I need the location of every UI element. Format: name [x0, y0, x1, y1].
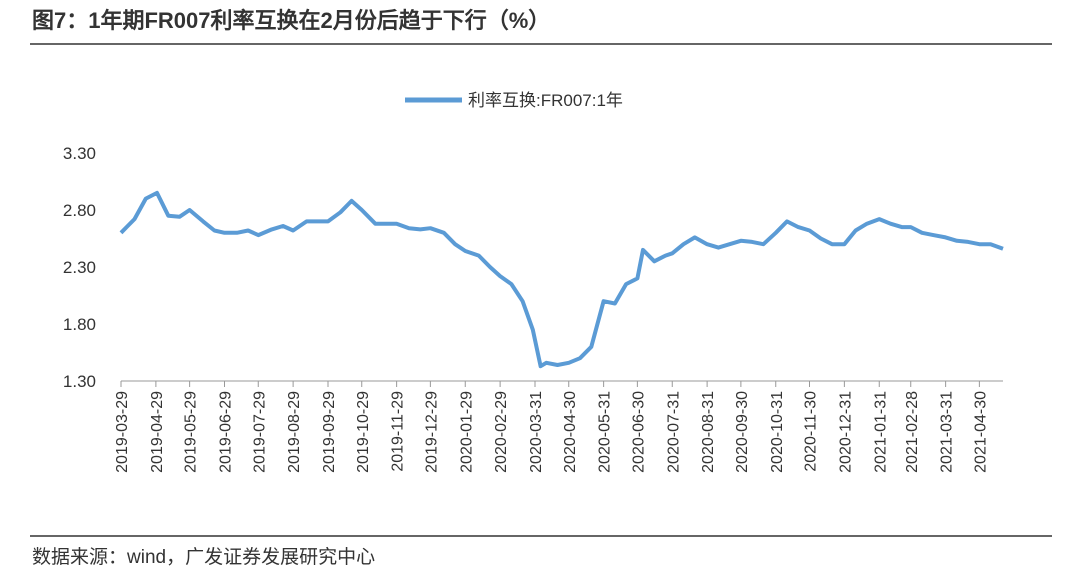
x-tick-label: 2020-03-31 [528, 391, 545, 473]
x-tick-label: 2020-10-31 [769, 391, 786, 473]
x-tick-label: 2020-07-31 [665, 391, 682, 473]
x-tick-label: 2021-03-31 [939, 391, 956, 473]
x-tick-label: 2019-08-29 [286, 391, 303, 473]
x-tick-label: 2020-04-30 [562, 391, 579, 473]
x-tick-label: 2021-01-31 [872, 391, 889, 473]
x-tick-label: 2020-12-31 [837, 391, 854, 473]
x-tick-label: 2021-04-30 [972, 391, 989, 473]
x-tick-label: 2019-03-29 [114, 391, 131, 473]
x-tick-label: 2019-05-29 [183, 391, 200, 473]
x-tick-label: 2020-05-31 [597, 391, 614, 473]
x-tick-label: 2019-09-29 [321, 391, 338, 473]
line-series [119, 190, 1004, 369]
y-tick-label: 1.30 [63, 372, 96, 391]
x-tick-label: 2020-11-30 [803, 391, 820, 472]
y-tick-label: 1.80 [63, 315, 96, 334]
x-tick-label: 2019-04-29 [149, 391, 166, 473]
y-tick-label: 2.30 [63, 258, 96, 277]
x-tick-label: 2020-02-29 [493, 391, 510, 473]
chart-title: 图7：1年期FR007利率互换在2月份后趋于下行（%） [32, 8, 550, 33]
y-tick-label: 3.30 [63, 144, 96, 163]
x-tick-label: 2019-12-29 [423, 391, 440, 473]
x-tick-label: 2019-11-29 [390, 391, 407, 472]
x-tick-label: 2020-01-29 [458, 391, 475, 473]
legend-label: 利率互换:FR007:1年 [468, 91, 623, 110]
x-tick-label: 2020-06-30 [630, 391, 647, 473]
x-tick-label: 2019-07-29 [251, 391, 268, 473]
x-tick-label: 2021-02-28 [904, 391, 921, 473]
x-tick-label: 2019-10-29 [355, 391, 372, 473]
y-tick-label: 2.80 [63, 201, 96, 220]
x-tick-label: 2020-09-30 [734, 391, 751, 473]
source-note: 数据来源：wind，广发证券发展研究中心 [32, 546, 375, 568]
x-tick-label: 2019-06-29 [218, 391, 235, 473]
x-tick-label: 2020-08-31 [700, 391, 717, 473]
